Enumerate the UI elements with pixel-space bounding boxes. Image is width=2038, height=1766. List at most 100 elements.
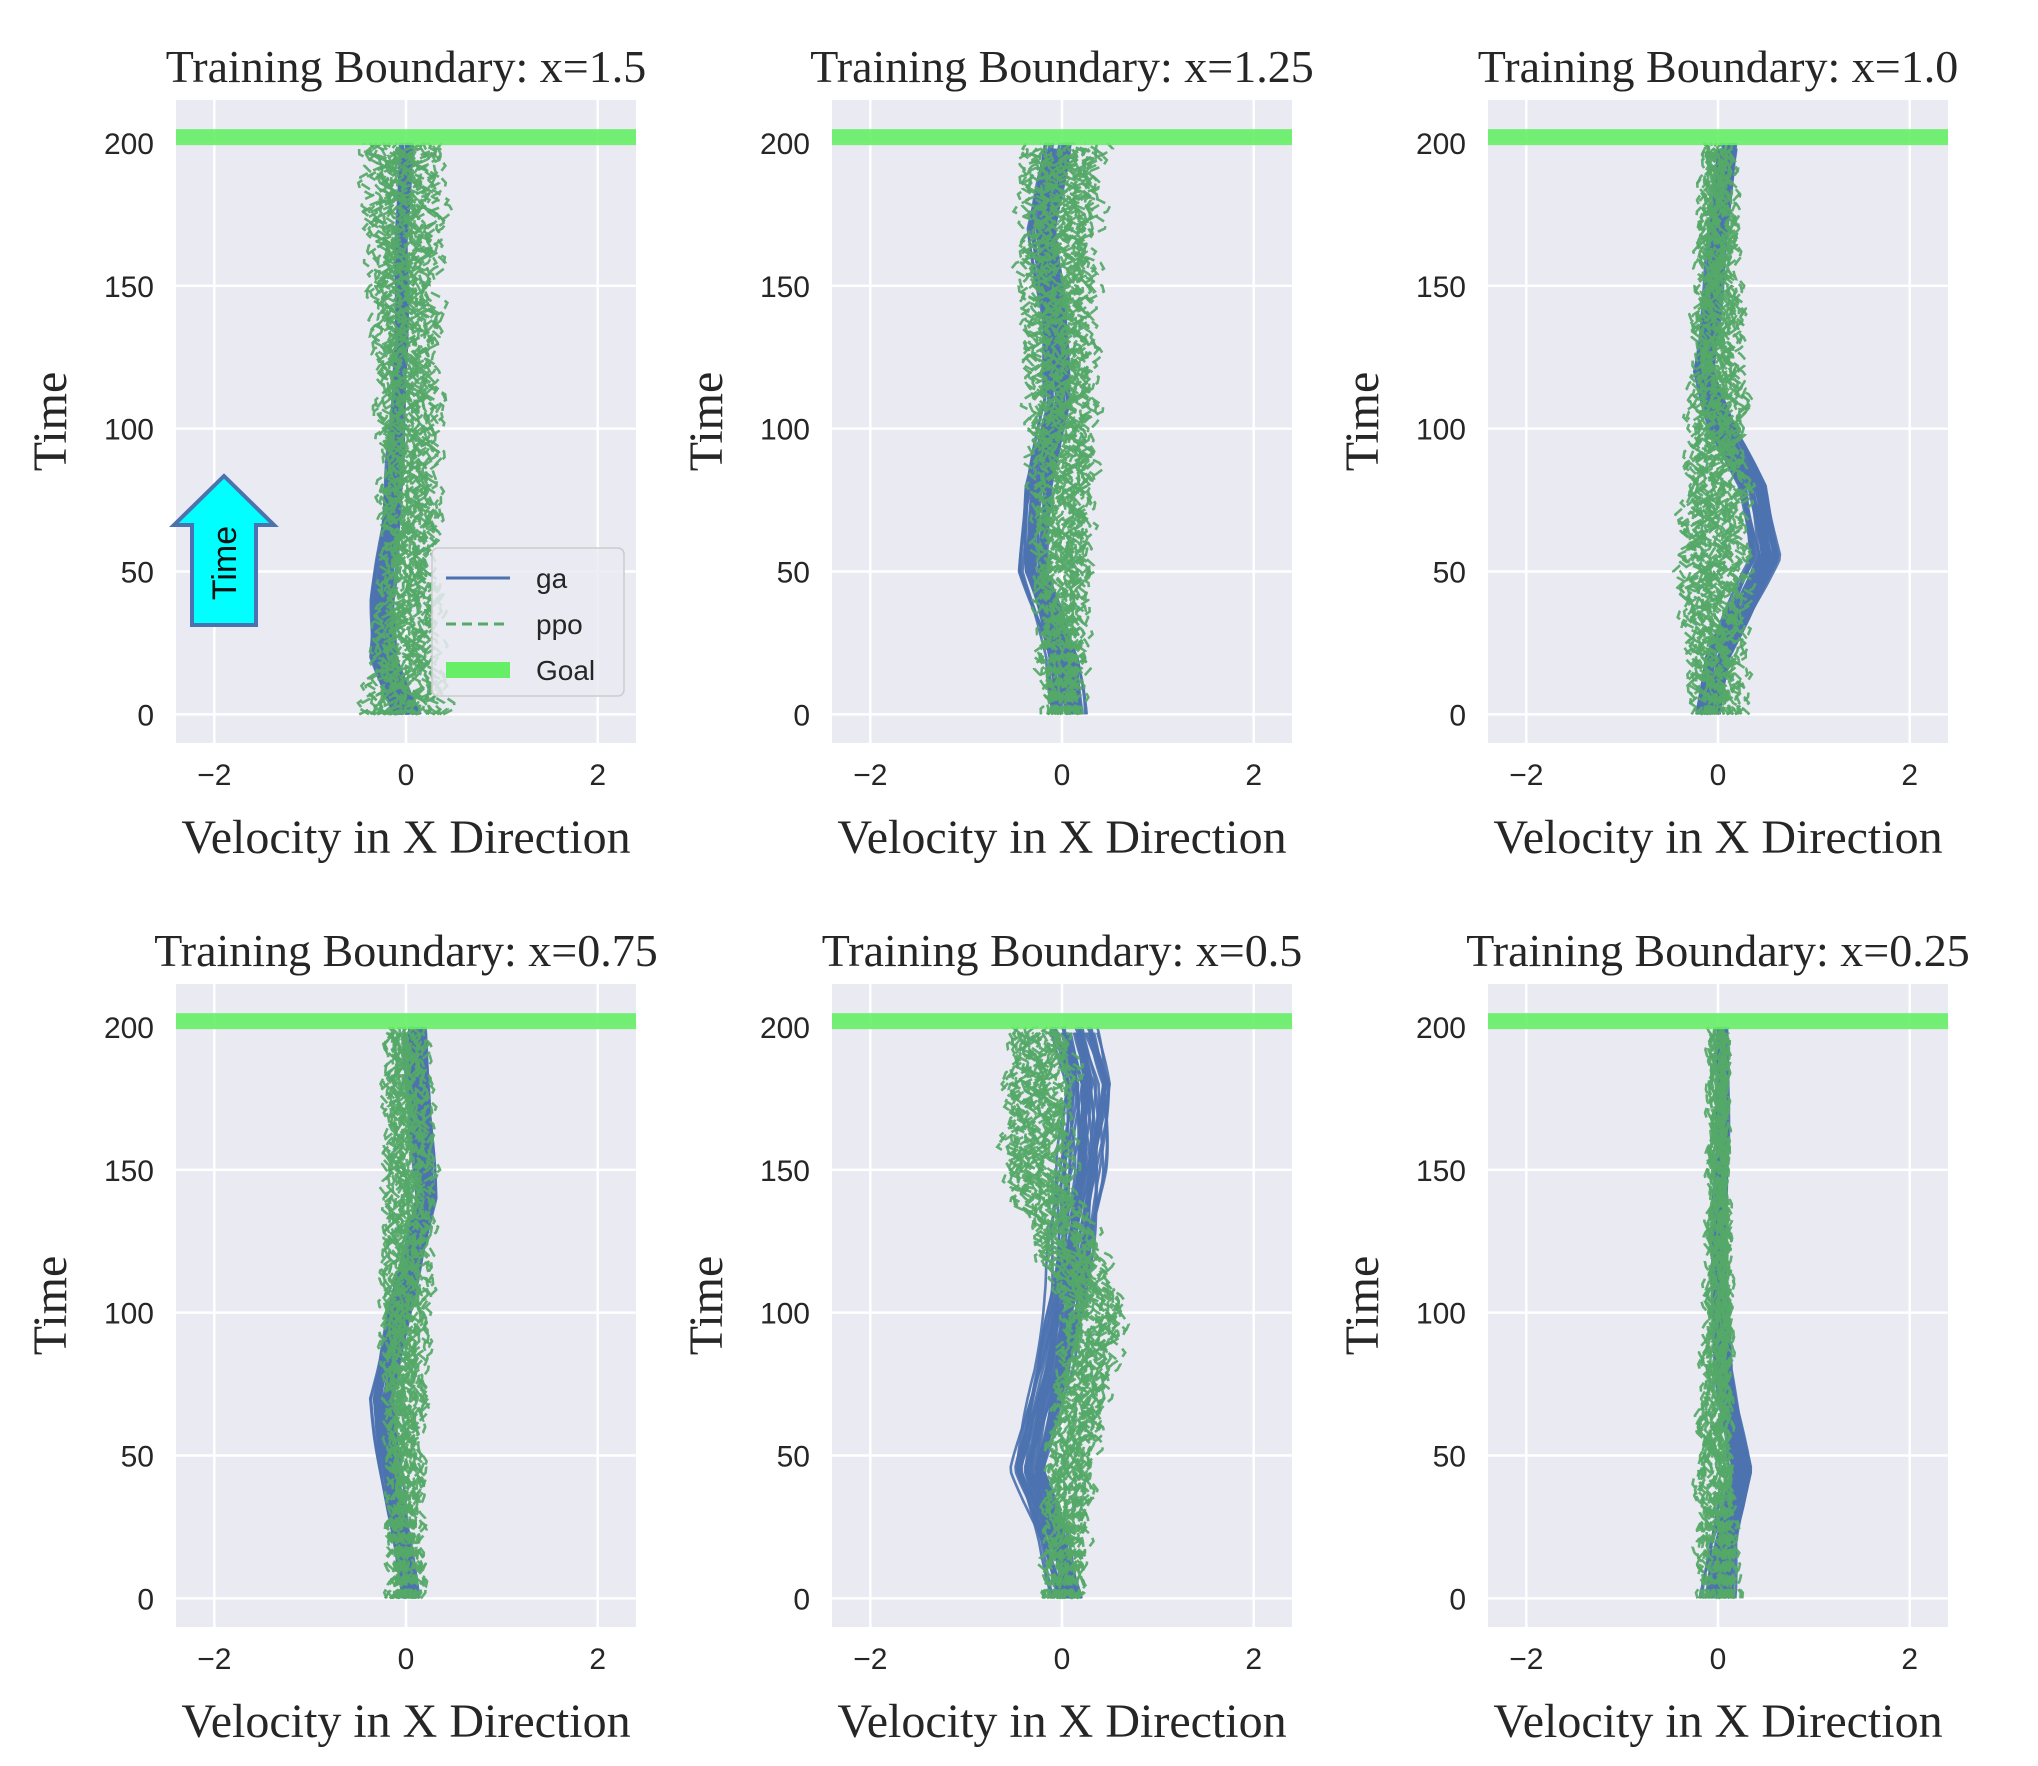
ppo-trajectory <box>369 141 415 716</box>
ppo-trajectory <box>1018 142 1065 716</box>
ppo-trajectory <box>361 142 409 715</box>
ppo-trajectory <box>1041 1026 1128 1600</box>
y-tick-label: 200 <box>760 128 810 161</box>
x-axis-label: Velocity in X Direction <box>1493 1695 1942 1748</box>
series-group <box>995 1025 1131 1600</box>
series-group <box>356 141 456 716</box>
y-axis-label: Time <box>1336 1256 1389 1356</box>
x-tick-label: 0 <box>1710 759 1727 792</box>
y-tick-label: 200 <box>104 128 154 161</box>
legend-label: ppo <box>536 609 583 640</box>
ppo-trajectory <box>380 1026 409 1600</box>
ppo-trajectory <box>394 1026 423 1599</box>
ppo-trajectory <box>1021 1025 1105 1600</box>
ppo-trajectory <box>1025 142 1070 715</box>
series-group <box>1691 1026 1753 1600</box>
x-tick-label: −2 <box>853 1643 887 1676</box>
ppo-trajectory <box>382 1032 411 1600</box>
ppo-trajectory <box>1703 142 1741 715</box>
y-axis-label: Time <box>680 372 733 472</box>
ppo-trajectory <box>376 142 421 716</box>
subplot-title: Training Boundary: x=1.25 <box>810 41 1313 92</box>
legend-box <box>431 547 625 697</box>
ppo-trajectory <box>1053 141 1104 716</box>
y-tick-label: 100 <box>760 414 810 447</box>
x-tick-label: −2 <box>197 1643 231 1676</box>
x-tick-label: 2 <box>589 759 606 792</box>
ppo-trajectory <box>392 148 436 716</box>
legend: ga ppo Goal <box>431 547 625 697</box>
ppo-trajectory <box>1032 1032 1116 1599</box>
subplot-5: −2 0 2 0 50 100 150 200 Training Boundary: x=0.5… <box>680 925 1302 1748</box>
y-tick-label: 50 <box>121 557 154 590</box>
ga-trajectory <box>1025 1026 1092 1599</box>
ppo-trajectory <box>1709 147 1748 716</box>
x-tick-label: 2 <box>1245 759 1262 792</box>
ppo-trajectory <box>401 141 443 716</box>
ppo-trajectory <box>1705 148 1746 715</box>
x-tick-label: 0 <box>1054 759 1071 792</box>
ppo-trajectory <box>1020 147 1064 716</box>
x-axis-label: Velocity in X Direction <box>837 811 1286 864</box>
y-tick-label: 0 <box>137 699 154 732</box>
y-tick-label: 200 <box>760 1012 810 1045</box>
ppo-trajectory <box>396 142 437 715</box>
ppo-trajectory <box>407 1032 437 1600</box>
series-ppo <box>1671 141 1758 716</box>
ppo-trajectory <box>1676 142 1721 716</box>
ppo-trajectory <box>1712 1032 1735 1599</box>
ppo-trajectory <box>1051 141 1093 716</box>
annotation-label: Time <box>206 526 244 600</box>
ppo-trajectory <box>398 1025 428 1599</box>
ppo-trajectory <box>377 1032 407 1600</box>
ppo-trajectory <box>1038 1025 1123 1599</box>
ppo-trajectory <box>1716 1032 1742 1599</box>
series-ppo <box>376 1025 442 1600</box>
y-axis-label: Time <box>24 372 77 472</box>
ppo-trajectory <box>1009 1026 1090 1599</box>
ppo-trajectory <box>1677 148 1718 716</box>
ppo-trajectory <box>1005 1031 1092 1600</box>
y-tick-label: 100 <box>1416 414 1466 447</box>
y-axis-label: Time <box>24 1256 77 1356</box>
ppo-trajectory <box>1014 1025 1101 1600</box>
ppo-trajectory <box>1677 142 1720 716</box>
ppo-trajectory <box>1686 147 1727 715</box>
ppo-trajectory <box>1703 1026 1728 1600</box>
ppo-trajectory <box>1034 147 1078 715</box>
y-tick-label: 50 <box>121 1441 154 1474</box>
y-tick-label: 100 <box>104 414 154 447</box>
ppo-trajectory <box>407 1026 439 1600</box>
ppo-trajectory <box>1049 141 1094 715</box>
ppo-trajectory <box>1019 148 1065 715</box>
x-tick-label: −2 <box>1509 1643 1543 1676</box>
y-tick-label: 100 <box>1416 1298 1466 1331</box>
x-tick-label: 2 <box>1245 1643 1262 1676</box>
x-tick-label: 0 <box>398 759 415 792</box>
up-arrow-icon <box>169 473 279 627</box>
ppo-trajectory <box>405 1031 436 1599</box>
subplot-1: −2 0 2 0 50 100 150 200 Training Boundary: x=1.5… <box>24 41 646 864</box>
y-tick-label: 0 <box>793 699 810 732</box>
y-tick-label: 150 <box>1416 271 1466 304</box>
ppo-trajectory <box>1008 1031 1091 1599</box>
subplot-3: −2 0 2 0 50 100 150 200 Training Boundary: x=1.0… <box>1336 41 1958 864</box>
subplot-6: −2 0 2 0 50 100 150 200 Training Boundary: x=0.2… <box>1336 925 1970 1748</box>
y-tick-label: 0 <box>1449 1583 1466 1616</box>
ppo-trajectory <box>1057 147 1103 716</box>
x-tick-label: −2 <box>1509 759 1543 792</box>
x-axis-label: Velocity in X Direction <box>837 1695 1286 1748</box>
y-tick-label: 50 <box>777 1441 810 1474</box>
ppo-trajectory <box>356 142 407 715</box>
subplot-4: −2 0 2 0 50 100 150 200 Training Boundary: x=0.7… <box>24 925 658 1748</box>
y-tick-label: 50 <box>1433 557 1466 590</box>
x-tick-label: 2 <box>1901 1643 1918 1676</box>
ppo-trajectory <box>381 1026 411 1600</box>
subplot-title: Training Boundary: x=1.0 <box>1478 41 1958 92</box>
x-tick-label: 0 <box>398 1643 415 1676</box>
y-tick-label: 150 <box>1416 1155 1466 1188</box>
y-tick-label: 50 <box>1433 1441 1466 1474</box>
ppo-trajectory <box>1043 148 1089 716</box>
ppo-trajectory <box>1698 1026 1721 1599</box>
y-tick-label: 100 <box>104 1298 154 1331</box>
